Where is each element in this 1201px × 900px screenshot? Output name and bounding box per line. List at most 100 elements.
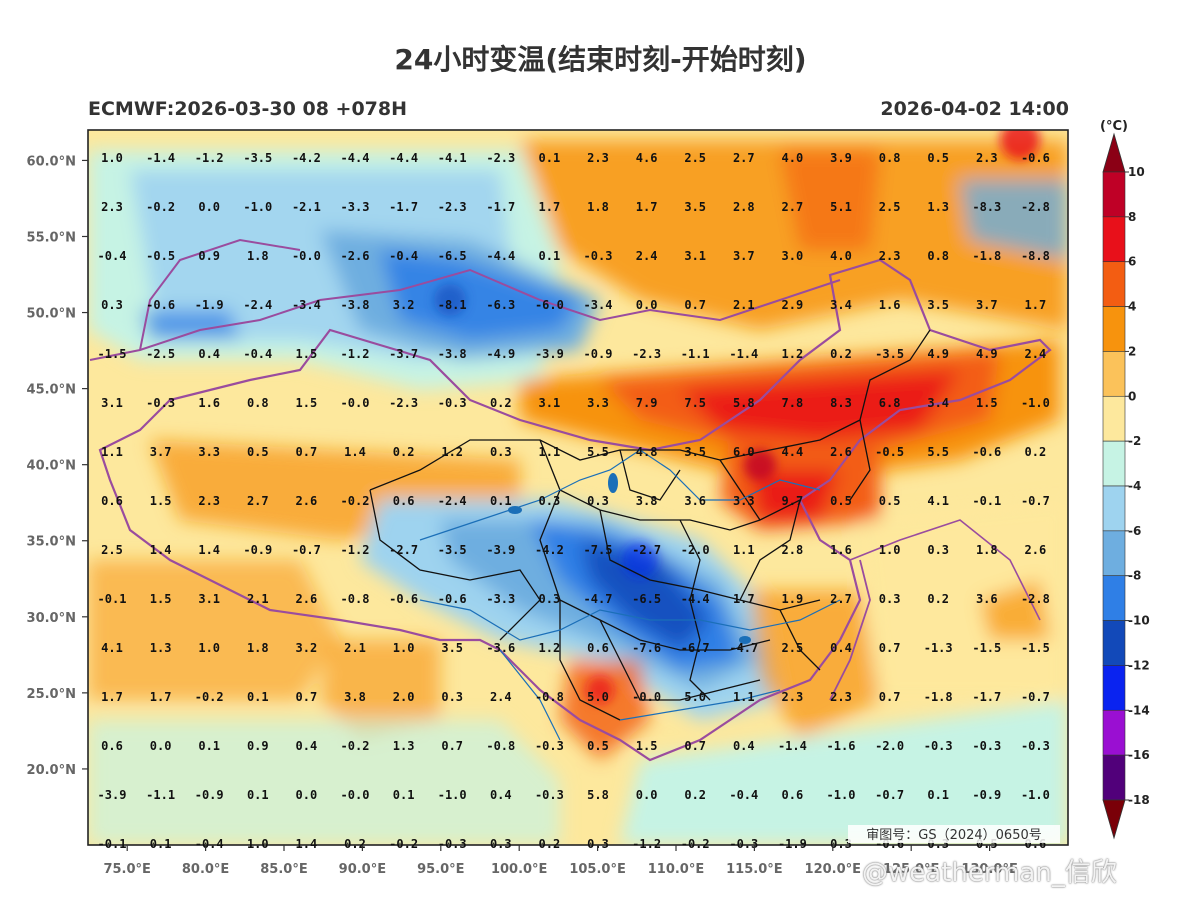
lat-tick-label: 55.0°N — [27, 230, 76, 245]
grid-value: -1.7 — [486, 200, 515, 214]
grid-value: -0.4 — [389, 249, 418, 263]
grid-value: 0.3 — [927, 543, 949, 557]
plot-frame — [87, 129, 1069, 846]
grid-value: 2.0 — [393, 690, 415, 704]
grid-value: 3.7 — [150, 445, 172, 459]
grid-value: 1.8 — [247, 641, 269, 655]
grid-value: 0.7 — [879, 690, 901, 704]
colorbar-band — [1102, 754, 1126, 801]
grid-value: -0.7 — [292, 543, 321, 557]
colorbar-band — [1102, 575, 1126, 621]
grid-value: 0.6 — [393, 494, 415, 508]
colorbar-band — [1102, 306, 1126, 352]
grid-value: -0.0 — [341, 396, 370, 410]
grid-value: 0.8 — [927, 249, 949, 263]
grid-value: 0.3 — [101, 298, 123, 312]
lat-tick-label: 45.0°N — [27, 383, 76, 398]
grid-value: -0.3 — [924, 739, 953, 753]
grid-value: 0.4 — [490, 788, 512, 802]
grid-value: 2.1 — [247, 592, 269, 606]
grid-value: 2.9 — [782, 298, 804, 312]
grid-value: 0.3 — [490, 837, 512, 851]
grid-value: 0.2 — [539, 837, 561, 851]
colorbar-unit: (°C) — [1100, 119, 1128, 134]
grid-value: -0.6 — [146, 298, 175, 312]
colorbar-band — [1102, 530, 1126, 577]
grid-value: 3.9 — [830, 151, 852, 165]
grid-value: 5.8 — [733, 396, 755, 410]
map-title: 24小时变温(结束时刻-开始时刻) — [394, 43, 807, 76]
grid-value: -0.3 — [972, 739, 1001, 753]
grid-value: 1.3 — [927, 200, 949, 214]
colorbar-tick-label: 4 — [1128, 300, 1136, 314]
grid-value: 3.5 — [684, 200, 706, 214]
grid-value: 1.1 — [539, 445, 561, 459]
colorbar-tick-label: -16 — [1128, 748, 1150, 762]
colorbar-tick-label: -4 — [1128, 479, 1141, 493]
grid-value: 2.1 — [733, 298, 755, 312]
grid-value: -3.3 — [486, 592, 515, 606]
grid-value: -6.5 — [438, 249, 467, 263]
grid-value: 1.4 — [198, 543, 220, 557]
grid-value: 0.4 — [830, 641, 852, 655]
grid-value: -6.0 — [535, 298, 564, 312]
lon-tick-label: 85.0°E — [260, 862, 307, 877]
grid-value: 2.7 — [830, 592, 852, 606]
grid-value: -4.2 — [535, 543, 564, 557]
grid-value: -3.3 — [341, 200, 370, 214]
grid-value: 3.1 — [539, 396, 561, 410]
grid-value: 0.5 — [587, 739, 609, 753]
grid-value: -0.9 — [243, 543, 272, 557]
grid-value: -2.8 — [1021, 200, 1050, 214]
grid-value: -0.7 — [1021, 494, 1050, 508]
grid-value: 9.7 — [782, 494, 804, 508]
grid-value: -1.7 — [972, 690, 1001, 704]
grid-value: 0.7 — [879, 641, 901, 655]
grid-value: 0.6 — [101, 494, 123, 508]
grid-value: 0.3 — [441, 690, 463, 704]
colorbar-tick-label: -8 — [1128, 569, 1141, 583]
grid-value: 0.2 — [684, 788, 706, 802]
grid-value: -4.7 — [584, 592, 613, 606]
grid-value: 2.7 — [247, 494, 269, 508]
colorbar-band — [1102, 709, 1126, 756]
grid-value: -0.8 — [535, 690, 564, 704]
grid-value: -0.2 — [681, 837, 710, 851]
grid-value: 0.1 — [539, 249, 561, 263]
grid-value: 2.8 — [733, 200, 755, 214]
lat-tick-label: 30.0°N — [27, 611, 76, 626]
grid-value: -1.1 — [681, 347, 710, 361]
grid-value: -4.2 — [292, 151, 321, 165]
grid-value: 3.3 — [198, 445, 220, 459]
grid-value: -1.7 — [389, 200, 418, 214]
grid-value: -1.5 — [1021, 641, 1050, 655]
grid-value: -0.4 — [243, 347, 272, 361]
grid-value: 1.7 — [1025, 298, 1047, 312]
colorbar-tick-label: -6 — [1128, 524, 1141, 538]
grid-value: 2.7 — [733, 151, 755, 165]
grid-value: -2.4 — [243, 298, 272, 312]
grid-value: 1.5 — [636, 739, 658, 753]
grid-value: -3.5 — [875, 347, 904, 361]
grid-value: -3.8 — [341, 298, 370, 312]
colorbar-band — [1102, 216, 1126, 263]
lon-tick-label: 110.0°E — [648, 862, 705, 877]
grid-value: 3.2 — [296, 641, 318, 655]
grid-value: 2.1 — [344, 641, 366, 655]
grid-value: 4.1 — [101, 641, 123, 655]
grid-value: 2.3 — [782, 690, 804, 704]
grid-value: -2.7 — [632, 543, 661, 557]
grid-value: -1.1 — [146, 788, 175, 802]
grid-value: -0.6 — [1021, 151, 1050, 165]
grid-value: 1.7 — [636, 200, 658, 214]
grid-value: 0.7 — [296, 690, 318, 704]
coast-line — [849, 519, 1041, 621]
model-run-label: ECMWF:2026-03-30 08 +078H — [88, 98, 408, 120]
grid-value: -3.7 — [389, 347, 418, 361]
grid-value: -1.6 — [827, 739, 856, 753]
grid-value: 1.1 — [733, 543, 755, 557]
grid-value: -8.8 — [1021, 249, 1050, 263]
grid-value: -2.6 — [341, 249, 370, 263]
grid-value: 0.2 — [490, 396, 512, 410]
